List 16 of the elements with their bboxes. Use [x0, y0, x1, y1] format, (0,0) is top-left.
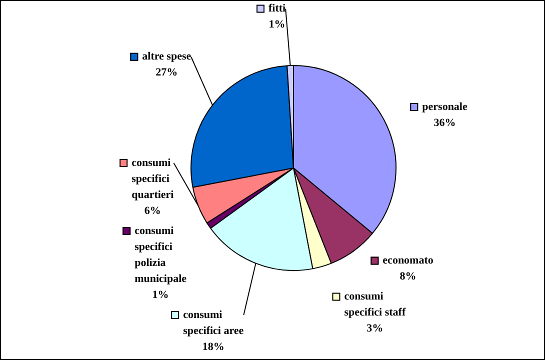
data-label: 18% [202, 340, 224, 353]
data-label: 3% [366, 322, 384, 335]
legend-label: fitti [268, 2, 286, 15]
legend-label: economato [382, 254, 434, 267]
legend-label: altre spese [142, 50, 192, 63]
legend-label: consumi specifici quartieri [132, 156, 174, 201]
data-label: 27% [156, 66, 178, 79]
data-label: 8% [400, 270, 416, 283]
data-label: 6% [144, 204, 161, 217]
legend-label: consumi specifici aree [183, 308, 244, 337]
data-label: 1% [268, 18, 286, 31]
data-label: 1% [152, 288, 169, 301]
legend-label: personale [422, 100, 468, 113]
legend-label: consumi specifici polizia municipale [134, 224, 187, 285]
legend-label: consumi specifici staff [344, 290, 406, 319]
data-label: 36% [434, 116, 456, 129]
